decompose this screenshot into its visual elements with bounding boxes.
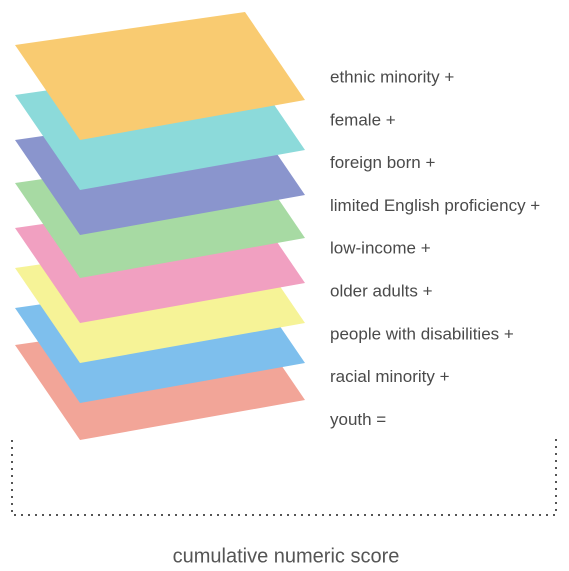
diagram: ethnic minority + female + foreign born + l… bbox=[0, 0, 569, 571]
layer-label: female + bbox=[330, 110, 396, 129]
caption: cumulative numeric score bbox=[173, 545, 400, 567]
layer-label: foreign born + bbox=[330, 153, 435, 172]
bracket bbox=[12, 438, 556, 515]
layer-label: low-income + bbox=[330, 239, 431, 258]
layer-label: ethnic minority + bbox=[330, 67, 454, 86]
labels: ethnic minority + female + foreign born + l… bbox=[330, 67, 540, 428]
layer-label: youth = bbox=[330, 410, 386, 429]
layer-label: older adults + bbox=[330, 281, 433, 300]
layer-label: limited English proficiency + bbox=[330, 196, 540, 215]
layer-label: racial minority + bbox=[330, 367, 450, 386]
layer-label: people with disabilities + bbox=[330, 324, 514, 343]
layers bbox=[15, 12, 305, 440]
